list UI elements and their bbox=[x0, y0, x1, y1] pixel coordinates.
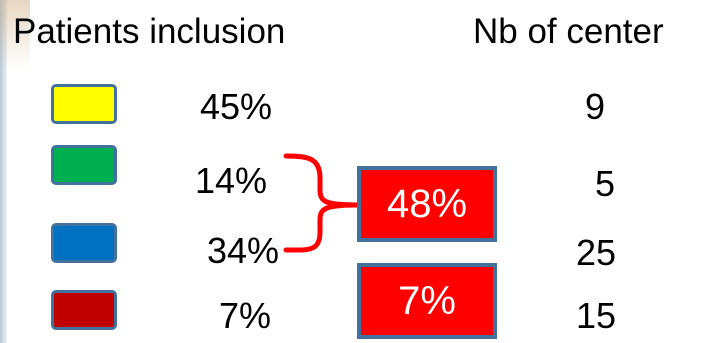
center-count: 5 bbox=[595, 163, 616, 204]
header-nb-of-center: Nb of center bbox=[473, 12, 664, 51]
group-result-value: 48% bbox=[386, 181, 468, 226]
group-result-value: 7% bbox=[398, 278, 456, 323]
color-swatch-yellow bbox=[51, 84, 117, 124]
center-count: 15 bbox=[576, 295, 617, 336]
inclusion-percent: 7% bbox=[219, 295, 272, 336]
header-patients-inclusion: Patients inclusion bbox=[13, 12, 286, 51]
group-result-box: 48% bbox=[357, 166, 497, 242]
color-swatch-dark-red bbox=[51, 290, 117, 330]
inclusion-percent: 34% bbox=[207, 230, 280, 271]
center-count: 9 bbox=[585, 86, 606, 127]
slide-left-edge bbox=[0, 0, 7, 343]
slide-corner-decoration bbox=[0, 0, 30, 70]
color-swatch-green bbox=[51, 145, 117, 185]
center-count: 25 bbox=[576, 232, 617, 273]
inclusion-percent: 45% bbox=[200, 86, 273, 127]
group-result-box: 7% bbox=[357, 263, 497, 339]
inclusion-percent: 14% bbox=[195, 160, 268, 201]
color-swatch-blue bbox=[51, 223, 117, 263]
